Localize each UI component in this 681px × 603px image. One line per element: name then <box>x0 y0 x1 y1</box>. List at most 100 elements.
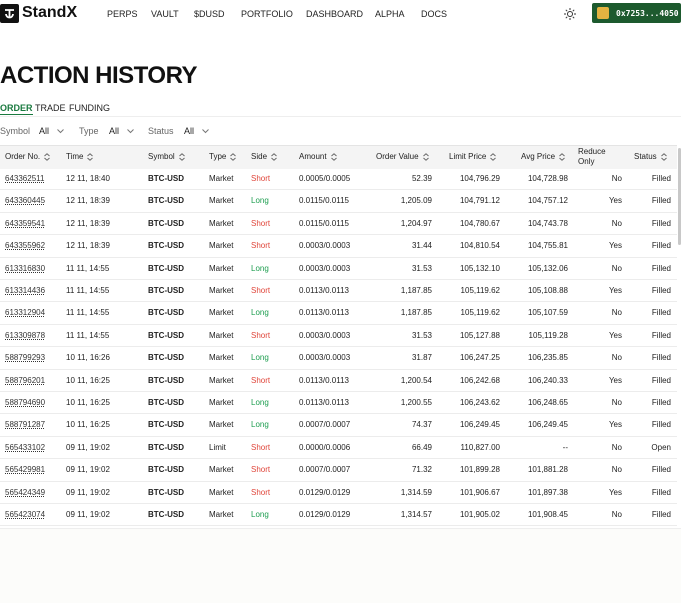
order-no[interactable]: 565433102 <box>5 442 46 452</box>
cell: 11 11, 14:55 <box>66 330 110 340</box>
column-header[interactable]: Time <box>66 152 84 161</box>
cell: Market <box>209 196 234 206</box>
column-header[interactable]: Type <box>209 152 227 161</box>
sort-icon[interactable] <box>179 153 185 161</box>
column-header[interactable]: Order No. <box>5 152 41 161</box>
symbol: BTC-USD <box>148 286 184 295</box>
order-no[interactable]: 613314436 <box>5 286 46 295</box>
sort-icon[interactable] <box>661 153 667 161</box>
cell: 09 11, 19:02 <box>66 465 110 475</box>
sort-icon[interactable] <box>331 153 337 161</box>
order-no[interactable]: 613309878 <box>5 330 46 340</box>
symbol: BTC-USD <box>148 196 184 206</box>
cell: 104,728.98 <box>527 174 568 183</box>
symbol: BTC-USD <box>148 465 184 475</box>
nav-link[interactable]: $DUSD <box>194 9 225 19</box>
cell: 31.87 <box>411 353 432 363</box>
order-no[interactable]: 613312904 <box>5 308 46 318</box>
column-header[interactable]: Order Value <box>376 152 419 161</box>
order-no[interactable]: 613316830 <box>5 263 46 273</box>
row-divider <box>0 301 677 303</box>
wallet-address: 0x7253...4050 <box>616 9 679 18</box>
row-divider <box>0 525 677 527</box>
column-header[interactable]: Limit Price <box>449 152 487 161</box>
sort-icon[interactable] <box>44 153 50 161</box>
row-divider <box>0 279 677 280</box>
sort-icon[interactable] <box>490 153 496 161</box>
side: Short <box>251 330 271 340</box>
side: Long <box>251 196 269 206</box>
theme-toggle[interactable] <box>564 8 576 20</box>
tab[interactable]: TRADE <box>35 103 66 113</box>
cell: 0.0007/0.0007 <box>299 420 351 430</box>
nav-link[interactable]: ALPHA <box>375 9 405 19</box>
cell: 09 11, 19:02 <box>66 510 110 519</box>
order-no[interactable]: 588799293 <box>5 353 46 363</box>
cell: Market <box>209 375 234 385</box>
filter-value[interactable]: All <box>109 126 120 136</box>
logo[interactable]: StandX <box>22 4 78 21</box>
cell: 105,119.62 <box>460 308 500 318</box>
order-no[interactable]: 643355962 <box>5 241 46 251</box>
column-header[interactable]: Avg Price <box>521 152 556 161</box>
cell: Market <box>209 510 234 519</box>
cell: Filled <box>651 330 671 340</box>
nav-link[interactable]: VAULT <box>151 9 179 19</box>
cell: 104,791.12 <box>459 196 500 206</box>
cell: 1,204.97 <box>400 218 432 228</box>
cell: 12 11, 18:39 <box>66 241 110 251</box>
filter-value[interactable]: All <box>184 126 195 136</box>
sort-icon[interactable] <box>423 153 429 161</box>
column-header[interactable]: Amount <box>299 152 327 161</box>
symbol: BTC-USD <box>148 442 184 452</box>
order-no[interactable]: 588794690 <box>5 398 46 407</box>
nav-link[interactable]: DASHBOARD <box>306 9 364 19</box>
side: Short <box>251 286 271 295</box>
order-no[interactable]: 565423074 <box>5 510 46 519</box>
cell: 52.39 <box>411 174 432 183</box>
column-header[interactable]: Side <box>251 152 268 161</box>
order-no[interactable]: 643362511 <box>5 174 45 183</box>
cell: Market <box>209 308 234 318</box>
cell: 12 11, 18:40 <box>66 174 110 183</box>
tab[interactable]: FUNDING <box>69 103 110 113</box>
row-divider <box>0 435 677 437</box>
cell: 11 11, 14:55 <box>66 308 110 318</box>
nav-link[interactable]: PORTFOLIO <box>241 9 293 19</box>
sort-icon[interactable] <box>559 153 565 161</box>
order-no[interactable]: 643359541 <box>5 218 46 228</box>
sort-icon[interactable] <box>87 153 93 161</box>
cell: 106,249.45 <box>459 420 500 430</box>
cell: Market <box>209 330 234 340</box>
filter-value[interactable]: All <box>39 126 50 136</box>
order-no[interactable]: 643360445 <box>5 196 46 206</box>
sort-icon[interactable] <box>271 153 277 161</box>
cell: Yes <box>608 487 622 497</box>
symbol: BTC-USD <box>148 241 184 251</box>
order-no[interactable]: 588791287 <box>5 420 46 430</box>
wallet-button[interactable]: 0x7253...4050 <box>592 3 681 23</box>
cell: No <box>611 218 622 228</box>
nav-link[interactable]: PERPS <box>107 9 138 19</box>
cell: Market <box>209 487 234 497</box>
order-no[interactable]: 565424349 <box>5 487 46 497</box>
scrollbar[interactable] <box>678 148 681 245</box>
cell: No <box>611 442 622 452</box>
column-header[interactable]: Symbol <box>148 152 175 161</box>
cell: 10 11, 16:25 <box>66 398 110 407</box>
nav-link[interactable]: DOCS <box>421 9 448 19</box>
cell: Market <box>209 353 234 363</box>
tab[interactable]: ORDER <box>0 103 33 115</box>
filter-label: Symbol <box>0 126 31 136</box>
column-header[interactable]: Status <box>634 152 657 161</box>
cell: 1,200.55 <box>400 398 432 407</box>
cell: No <box>611 174 622 183</box>
cell: 101,897.38 <box>527 487 568 497</box>
sort-icon[interactable] <box>230 153 236 161</box>
cell: Filled <box>651 308 671 318</box>
cell: Filled <box>651 196 671 206</box>
order-no[interactable]: 588796201 <box>5 375 46 385</box>
column-header[interactable]: Reduce Only <box>578 147 606 166</box>
cell: Filled <box>651 465 671 475</box>
order-no[interactable]: 565429981 <box>5 465 46 475</box>
